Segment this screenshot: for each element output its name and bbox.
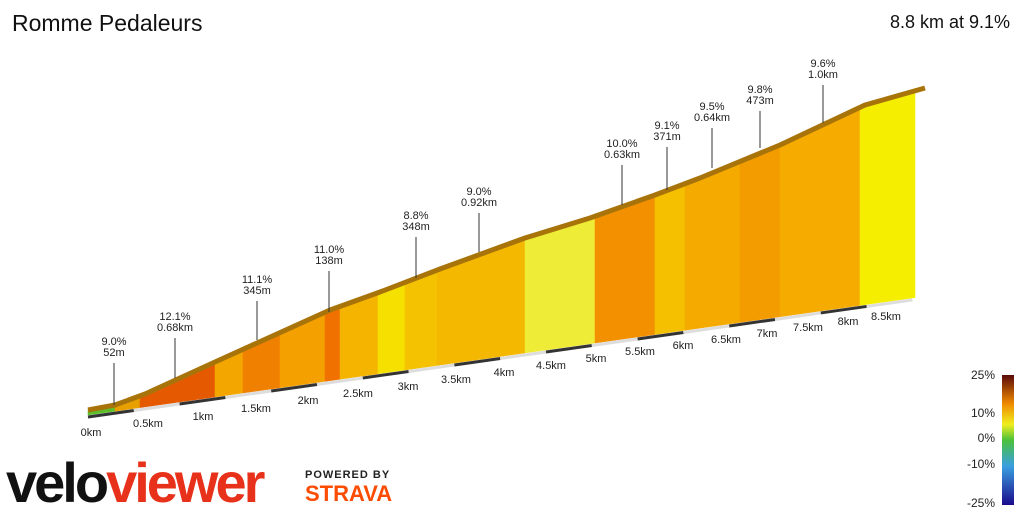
strava: STRAVA — [305, 481, 392, 506]
base-line — [225, 389, 272, 399]
segment-length: 1.0km — [808, 69, 838, 81]
base-line — [87, 409, 135, 419]
segment-length: 0.64km — [694, 112, 730, 124]
base-line — [316, 376, 364, 386]
profile — [87, 85, 926, 419]
base-line — [728, 317, 776, 328]
distance-label: 2km — [298, 395, 319, 407]
distance-label: 6km — [673, 340, 694, 352]
segment-length: 348m — [402, 221, 430, 233]
distance-label: 6.5km — [711, 334, 741, 346]
profile-top — [87, 85, 926, 413]
base-line — [270, 382, 318, 393]
distance-label: 7km — [757, 328, 778, 340]
base-line — [179, 396, 226, 406]
distance-label: 8km — [838, 316, 859, 328]
base-line — [362, 369, 409, 380]
logo: veloviewer — [6, 451, 265, 512]
segment-grade: 8.8% — [403, 210, 428, 222]
segment-grade: 9.5% — [699, 101, 724, 113]
logo-left: velo — [6, 451, 108, 512]
distance-label: 3.5km — [441, 374, 471, 386]
base-line — [408, 363, 455, 373]
profile-band — [324, 306, 341, 382]
segment-length: 0.92km — [461, 197, 497, 209]
base-line — [133, 402, 180, 412]
base-line — [820, 304, 867, 315]
summary: 8.8 km at 9.1% — [890, 12, 1010, 32]
distance-label: 7.5km — [793, 322, 823, 334]
distance-label: 0km — [81, 427, 102, 439]
segment-grade: 11.1% — [242, 274, 273, 286]
base-line — [683, 324, 730, 334]
base-line — [545, 343, 593, 354]
segment-grade: 9.8% — [747, 84, 772, 96]
profile-band — [684, 161, 741, 331]
distance-label: 2.5km — [343, 388, 373, 400]
profile-band — [594, 194, 656, 344]
distance-label: 5km — [586, 353, 607, 365]
segment-grade: 12.1% — [159, 311, 190, 323]
segment-grade: 10.0% — [606, 138, 637, 150]
legend-label: 0% — [978, 431, 996, 445]
distance-label: 1.5km — [241, 403, 271, 415]
base-line — [499, 350, 547, 360]
base-line — [637, 330, 684, 341]
distance-label: 4.5km — [536, 360, 566, 372]
segment-grade: 9.6% — [810, 58, 835, 70]
distance-label: 1km — [193, 411, 214, 423]
profile-band — [654, 183, 686, 335]
profile-band — [404, 269, 438, 371]
legend-bar — [1002, 375, 1014, 505]
segment-grade: 11.0% — [314, 244, 345, 256]
profile-band — [377, 282, 406, 375]
legend-label: -10% — [967, 457, 995, 471]
segment-grade: 9.0% — [466, 186, 491, 198]
distance-label: 3km — [398, 381, 419, 393]
base-line — [866, 298, 913, 308]
segment-grade: 9.1% — [654, 120, 679, 132]
profile-band — [436, 237, 526, 366]
distance-label: 5.5km — [625, 346, 655, 358]
segment-length: 138m — [315, 255, 343, 267]
distance-label: 0.5km — [133, 418, 163, 430]
distance-label: 8.5km — [871, 311, 901, 323]
segment-length: 371m — [653, 131, 681, 143]
segment-length: 0.63km — [604, 149, 640, 161]
segment-length: 473m — [746, 95, 774, 107]
segment-grade: 9.0% — [101, 336, 126, 348]
base-line — [454, 356, 501, 367]
title: Romme Pedaleurs — [12, 10, 202, 36]
powered-by: POWERED BY — [305, 469, 390, 481]
base-line — [774, 311, 822, 321]
profile-band — [859, 90, 916, 306]
legend-label: -25% — [967, 496, 995, 510]
segment-length: 345m — [243, 285, 271, 297]
legend-label: 10% — [971, 406, 995, 420]
segment-length: 0.68km — [157, 322, 193, 334]
legend-label: 25% — [971, 368, 995, 382]
base-line — [591, 337, 638, 347]
segment-length: 52m — [103, 347, 124, 359]
profile-band — [739, 144, 781, 323]
distance-label: 4km — [494, 367, 515, 379]
logo-right: viewer — [106, 451, 265, 512]
